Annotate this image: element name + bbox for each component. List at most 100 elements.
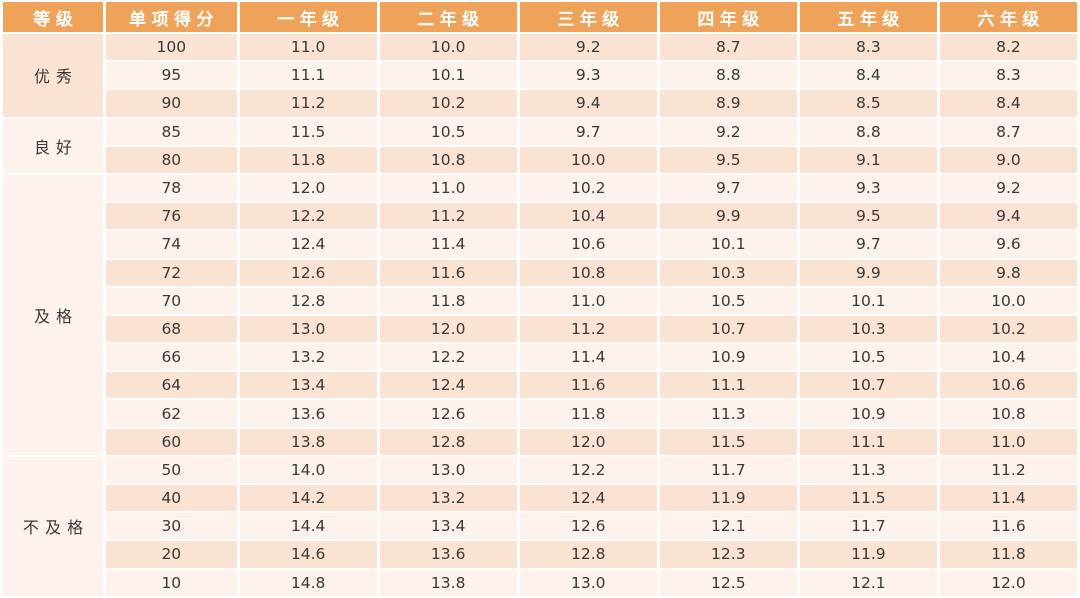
- value-cell: 13.8: [239, 428, 377, 455]
- value-cell: 11.0: [239, 34, 377, 61]
- value-cell: 13.2: [379, 485, 517, 512]
- value-cell: 11.9: [799, 541, 937, 568]
- value-cell: 11.9: [659, 485, 797, 512]
- value-cell: 10.9: [799, 400, 937, 427]
- score-cell: 90: [106, 90, 237, 117]
- value-cell: 9.9: [659, 203, 797, 230]
- score-cell: 50: [106, 456, 237, 483]
- value-cell: 12.0: [379, 315, 517, 343]
- value-cell: 11.7: [799, 513, 937, 540]
- table-row: 76 12.2 11.2 10.4 9.9 9.5 9.4: [3, 203, 1077, 230]
- score-cell: 85: [106, 118, 237, 145]
- table-row: 74 12.4 11.4 10.6 10.1 9.7 9.6: [3, 231, 1077, 258]
- value-cell: 12.1: [659, 513, 797, 540]
- value-cell: 13.0: [239, 315, 377, 343]
- value-cell: 11.1: [659, 372, 797, 399]
- value-cell: 12.2: [379, 344, 517, 371]
- header-cell-grade1: 一年级: [239, 2, 377, 32]
- table-row: 60 13.8 12.8 12.0 11.5 11.1 11.0: [3, 428, 1077, 455]
- value-cell: 8.8: [659, 62, 797, 89]
- value-cell: 10.5: [379, 118, 517, 145]
- value-cell: 12.4: [379, 372, 517, 399]
- table-row: 40 14.2 13.2 12.4 11.9 11.5 11.4: [3, 485, 1077, 512]
- score-cell: 60: [106, 428, 237, 455]
- value-cell: 9.0: [939, 146, 1077, 173]
- value-cell: 11.0: [939, 428, 1077, 455]
- score-cell: 78: [106, 174, 237, 202]
- value-cell: 14.2: [239, 485, 377, 512]
- value-cell: 8.5: [799, 90, 937, 117]
- value-cell: 11.5: [659, 428, 797, 455]
- value-cell: 11.2: [239, 90, 377, 117]
- header-cell-level: 等级: [3, 2, 104, 32]
- value-cell: 10.3: [659, 259, 797, 286]
- value-cell: 12.0: [239, 174, 377, 202]
- header-cell-grade2: 二年级: [379, 2, 517, 32]
- score-cell: 80: [106, 146, 237, 173]
- value-cell: 10.2: [519, 174, 657, 202]
- value-cell: 11.2: [379, 203, 517, 230]
- value-cell: 10.2: [379, 90, 517, 117]
- value-cell: 12.4: [239, 231, 377, 258]
- score-cell: 76: [106, 203, 237, 230]
- value-cell: 11.6: [939, 513, 1077, 540]
- grade-group-cell: 优秀: [3, 34, 104, 117]
- score-cell: 62: [106, 400, 237, 427]
- grade-group-cell: 及格: [3, 174, 104, 455]
- value-cell: 12.2: [519, 456, 657, 483]
- value-cell: 9.1: [799, 146, 937, 173]
- score-cell: 66: [106, 344, 237, 371]
- table-row: 30 14.4 13.4 12.6 12.1 11.7 11.6: [3, 513, 1077, 540]
- value-cell: 12.3: [659, 541, 797, 568]
- value-cell: 8.9: [659, 90, 797, 117]
- value-cell: 10.5: [799, 344, 937, 371]
- value-cell: 11.3: [659, 400, 797, 427]
- score-cell: 72: [106, 259, 237, 286]
- value-cell: 14.0: [239, 456, 377, 483]
- grade-group-cell: 不及格: [3, 456, 104, 596]
- table-row: 20 14.6 13.6 12.8 12.3 11.9 11.8: [3, 541, 1077, 568]
- score-cell: 70: [106, 287, 237, 314]
- value-cell: 14.6: [239, 541, 377, 568]
- value-cell: 11.4: [519, 344, 657, 371]
- value-cell: 11.2: [519, 315, 657, 343]
- value-cell: 13.6: [239, 400, 377, 427]
- grade-group-cell: 良好: [3, 118, 104, 173]
- table-row: 66 13.2 12.2 11.4 10.9 10.5 10.4: [3, 344, 1077, 371]
- value-cell: 10.3: [799, 315, 937, 343]
- value-cell: 10.7: [799, 372, 937, 399]
- value-cell: 13.4: [239, 372, 377, 399]
- value-cell: 14.8: [239, 569, 377, 596]
- value-cell: 10.5: [659, 287, 797, 314]
- value-cell: 9.3: [519, 62, 657, 89]
- value-cell: 11.1: [799, 428, 937, 455]
- value-cell: 12.8: [379, 428, 517, 455]
- table-row: 68 13.0 12.0 11.2 10.7 10.3 10.2: [3, 315, 1077, 343]
- table-row: 及格 78 12.0 11.0 10.2 9.7 9.3 9.2: [3, 174, 1077, 455]
- value-cell: 11.7: [659, 456, 797, 483]
- value-cell: 11.5: [799, 485, 937, 512]
- table-row: 64 13.4 12.4 11.6 11.1 10.7 10.6: [3, 372, 1077, 399]
- table-row: 不及格 50 14.0 13.0 12.2 11.7 11.3 11.2: [3, 456, 1077, 596]
- value-cell: 9.2: [939, 174, 1077, 202]
- value-cell: 9.9: [799, 259, 937, 286]
- value-cell: 9.2: [659, 118, 797, 145]
- value-cell: 9.4: [519, 90, 657, 117]
- value-cell: 10.6: [939, 372, 1077, 399]
- value-cell: 10.0: [519, 146, 657, 173]
- value-cell: 10.6: [519, 231, 657, 258]
- value-cell: 11.2: [939, 456, 1077, 483]
- score-cell: 95: [106, 62, 237, 89]
- value-cell: 12.1: [799, 569, 937, 596]
- table-header: 等级 单项得分 一年级 二年级 三年级 四年级 五年级 六年级: [3, 2, 1077, 32]
- value-cell: 10.7: [659, 315, 797, 343]
- table-row: 90 11.2 10.2 9.4 8.9 8.5 8.4: [3, 90, 1077, 117]
- table-row: 80 11.8 10.8 10.0 9.5 9.1 9.0: [3, 146, 1077, 173]
- header-cell-score: 单项得分: [106, 2, 237, 32]
- header-cell-grade6: 六年级: [939, 2, 1077, 32]
- value-cell: 9.7: [519, 118, 657, 145]
- score-cell: 74: [106, 231, 237, 258]
- value-cell: 13.8: [379, 569, 517, 596]
